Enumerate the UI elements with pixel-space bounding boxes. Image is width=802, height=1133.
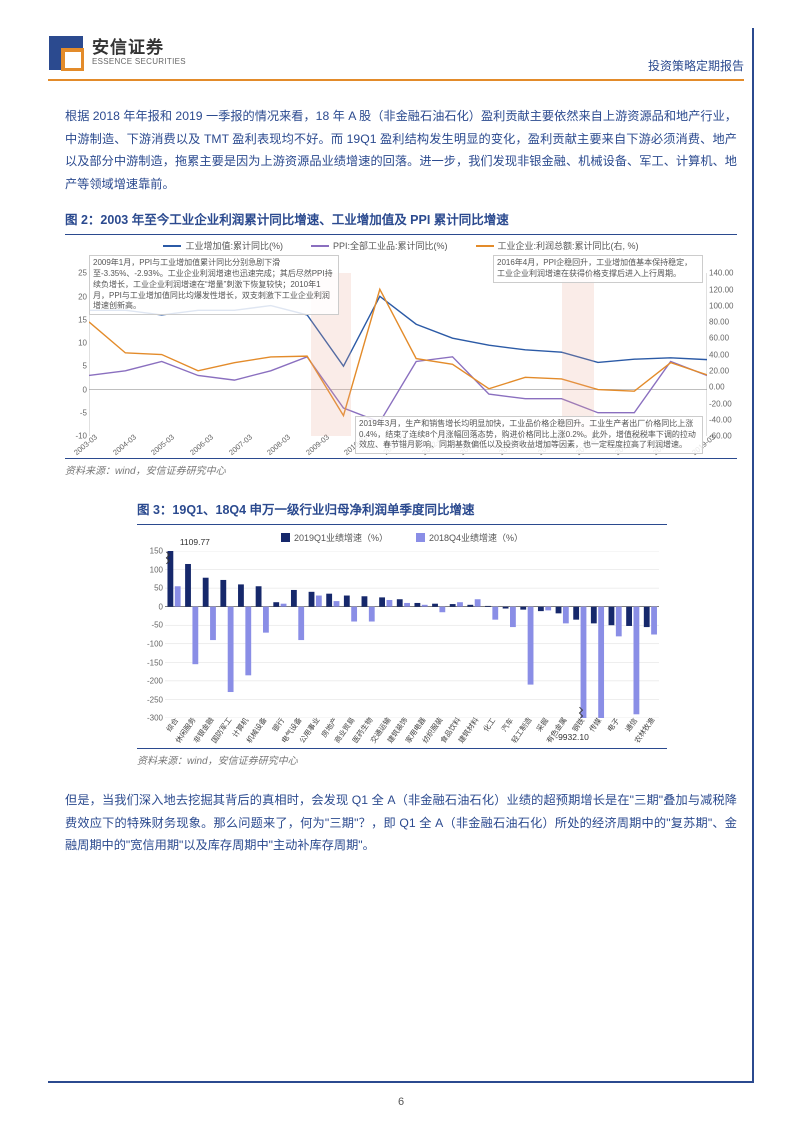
fig2-chart: 工业增加值:累计同比(%)PPI:全部工业品:累计同比(%)工业企业:利润总额:…	[65, 234, 737, 459]
page-header: 安信证券 ESSENCE SECURITIES 投资策略定期报告	[48, 35, 754, 93]
fig2-legend: 工业增加值:累计同比(%)PPI:全部工业品:累计同比(%)工业企业:利润总额:…	[65, 239, 737, 252]
fig2-title: 图 2：2003 年至今工业企业利润累计同比增速、工业增加值及 PPI 累计同比…	[65, 209, 737, 228]
fig2-source: 资料来源：wind，安信证券研究中心	[65, 462, 737, 477]
paragraph-2: 但是，当我们深入地去挖掘其背后的真相时，会发现 Q1 全 A（非金融石油石化）业…	[65, 789, 737, 857]
content-area: 根据 2018 年年报和 2019 一季报的情况来看，18 年 A 股（非金融石…	[65, 105, 737, 871]
brand-name-en: ESSENCE SECURITIES	[92, 58, 186, 67]
header-divider	[48, 79, 744, 81]
fig3-chart: 2019Q1业绩增速（%）2018Q4业绩增速（%） -300-250-200-…	[137, 524, 667, 749]
fig3-source: 资料来源：wind，安信证券研究中心	[137, 752, 737, 767]
logo-mark-icon	[48, 35, 84, 71]
fig3-title: 图 3：19Q1、18Q4 申万一级行业归母净利润单季度同比增速	[137, 499, 737, 518]
doc-type-label: 投资策略定期报告	[648, 57, 744, 74]
page-number: 6	[0, 1096, 802, 1108]
brand-name-cn: 安信证券	[92, 39, 186, 58]
fig3-legend: 2019Q1业绩增速（%）2018Q4业绩增速（%）	[137, 531, 667, 544]
fig3-plot-area: -300-250-200-150-100-50050100150综合休闲服务非银…	[165, 551, 659, 718]
paragraph-1: 根据 2018 年年报和 2019 一季报的情况来看，18 年 A 股（非金融石…	[65, 105, 737, 195]
